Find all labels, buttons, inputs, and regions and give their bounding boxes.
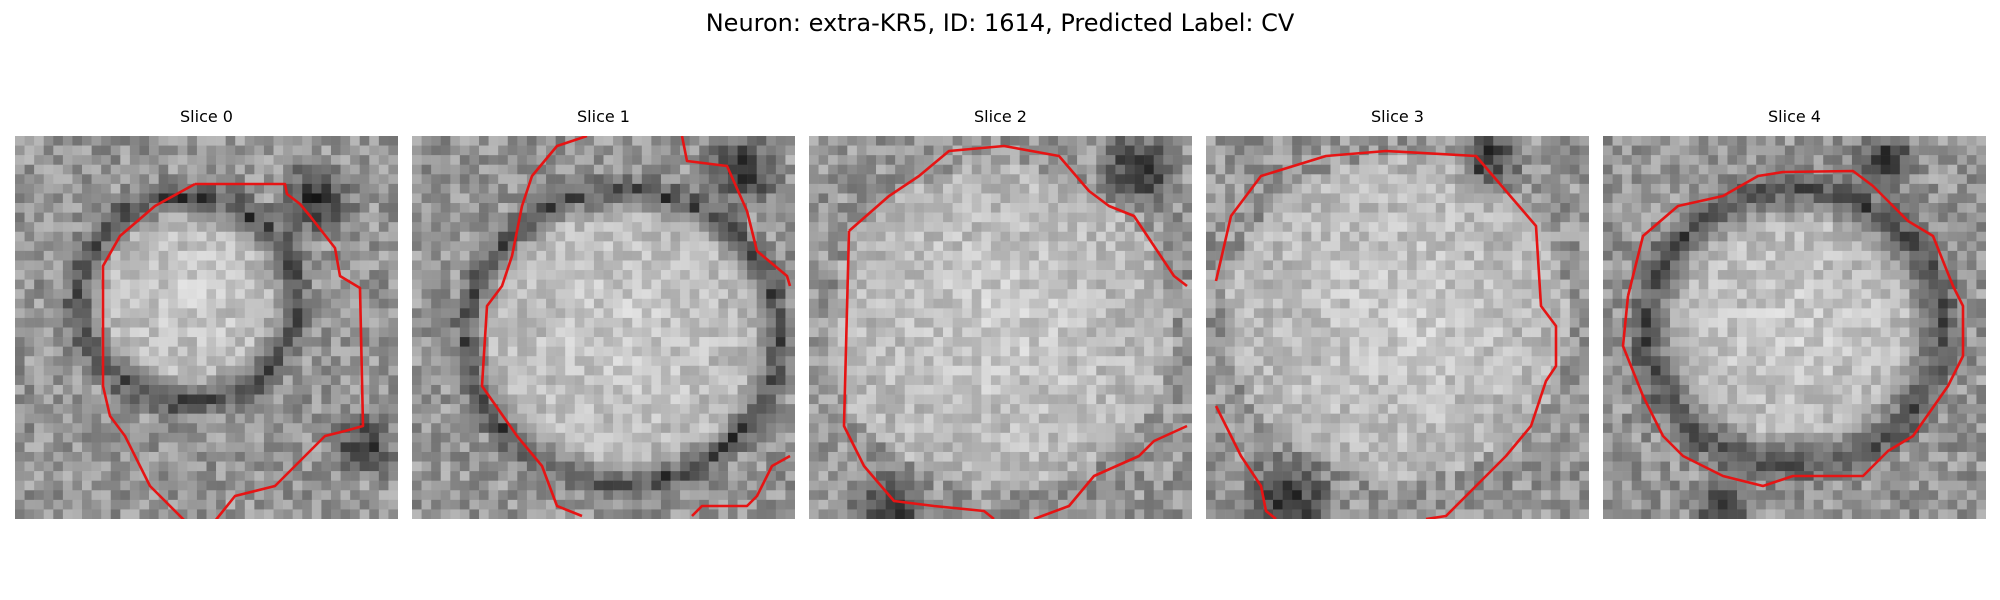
contour-line (691, 454, 791, 517)
contour-line (480, 136, 588, 518)
slice-image (15, 136, 398, 519)
slice-panel-0: Slice 0 (15, 108, 398, 519)
slice-panel-2: Slice 2 (809, 108, 1192, 519)
slice-image (809, 136, 1192, 519)
contour-line (1033, 424, 1188, 519)
slice-title: Slice 4 (1768, 107, 1821, 126)
slice-pixels (1603, 136, 1986, 519)
slice-panel-4: Slice 4 (1603, 108, 1986, 519)
contour-line (842, 230, 995, 519)
slice-panel-1: Slice 1 (412, 108, 795, 519)
slice-pixels (1206, 136, 1589, 519)
contour-line (1214, 405, 1277, 519)
slice-pixels (15, 136, 398, 519)
slice-image (412, 136, 795, 519)
contour-line (680, 136, 792, 287)
slice-title: Slice 1 (577, 107, 630, 126)
slice-title: Slice 3 (1371, 107, 1424, 126)
slice-pixels (412, 136, 795, 519)
contour-line (101, 182, 365, 519)
slice-title: Slice 2 (974, 107, 1027, 126)
slice-title: Slice 0 (180, 107, 233, 126)
slice-panel-3: Slice 3 (1206, 108, 1589, 519)
slice-pixels (809, 136, 1192, 519)
contour-line (848, 144, 1188, 288)
slice-image (1206, 136, 1589, 519)
slice-image (1603, 136, 1986, 519)
contour-line (1214, 149, 1558, 519)
contour-line (1621, 169, 1965, 488)
figure-title: Neuron: extra-KR5, ID: 1614, Predicted L… (705, 9, 1295, 37)
